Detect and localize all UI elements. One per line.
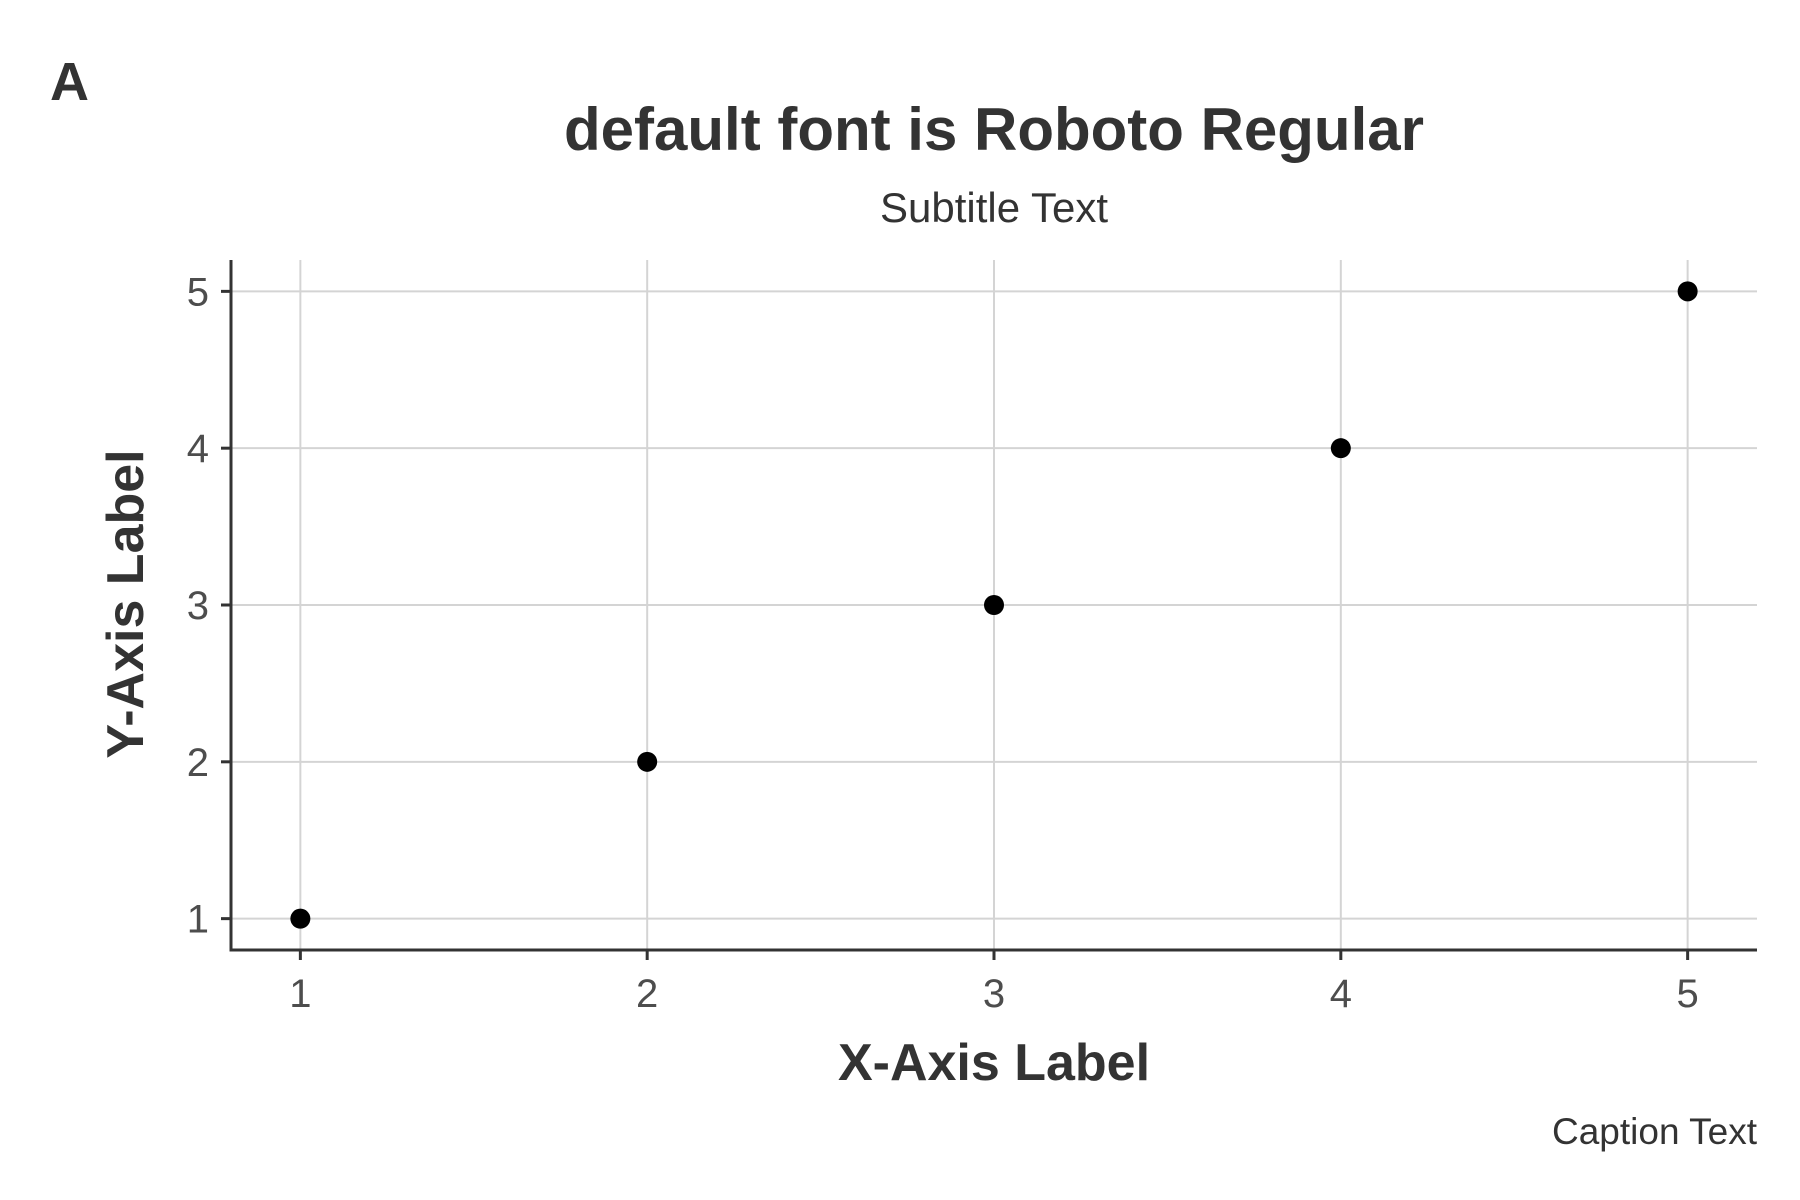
x-tick-label-2: 2 [636, 972, 658, 1016]
data-point-4-4 [1330, 438, 1351, 459]
data-point-5-5 [1677, 281, 1698, 302]
x-tick-label-5: 5 [1677, 972, 1699, 1016]
tick-labels: 1 2 3 4 5 1 2 3 4 5 [187, 270, 1699, 1016]
tick-marks [221, 289, 1690, 960]
data-point-1-1 [290, 908, 311, 929]
y-axis-title: Y-Axis Label [97, 449, 155, 758]
chart-subtitle: Subtitle Text [880, 184, 1108, 231]
y-tick-label-3: 3 [187, 584, 209, 628]
grid-lines [231, 260, 1757, 950]
data-point-3-3 [984, 595, 1004, 615]
panel-tag: A [50, 52, 89, 112]
x-axis-title: X-Axis Label [838, 1034, 1150, 1092]
data-points [290, 281, 1698, 929]
x-tick-label-1: 1 [289, 972, 311, 1016]
chart-title: default font is Roboto Regular [564, 96, 1424, 163]
x-tick-label-3: 3 [983, 972, 1005, 1016]
y-tick-label-4: 4 [187, 427, 209, 471]
y-tick-label-5: 5 [187, 270, 209, 314]
y-tick-label-2: 2 [187, 741, 209, 785]
y-tick-label-1: 1 [187, 898, 209, 942]
x-tick-label-4: 4 [1330, 972, 1352, 1016]
chart-caption: Caption Text [1552, 1111, 1758, 1152]
data-point-2-2 [637, 751, 658, 772]
